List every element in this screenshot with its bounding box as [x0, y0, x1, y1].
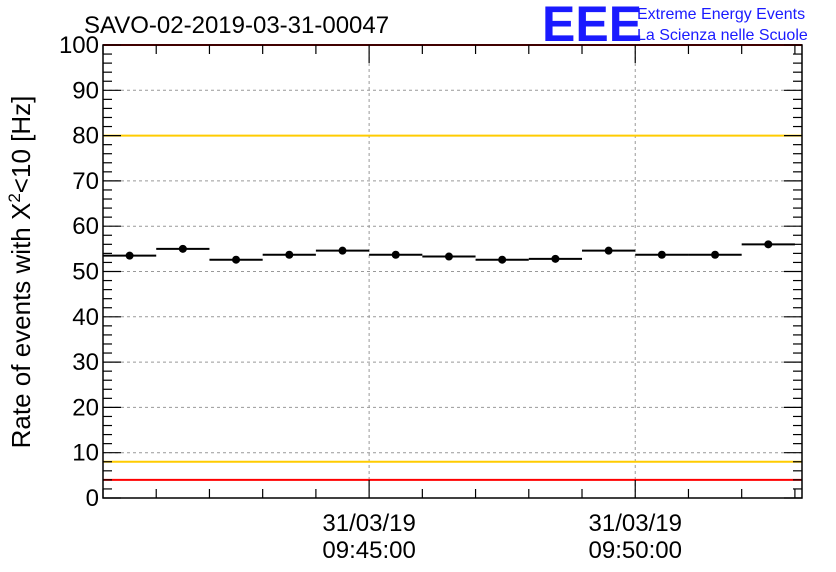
- data-point: [125, 251, 134, 260]
- y-tick-label: 50: [72, 259, 99, 286]
- data-point: [657, 250, 666, 259]
- data-point: [178, 244, 187, 253]
- x-tick-label-date: 31/03/19: [322, 510, 415, 537]
- y-tick-label: 70: [72, 168, 99, 195]
- y-axis-label: Rate of events with X2<10 [Hz]: [5, 96, 36, 449]
- data-point: [764, 240, 773, 249]
- data-point: [285, 250, 294, 259]
- x-tick-label-time: 09:45:00: [322, 537, 415, 564]
- y-tick-label: 100: [59, 32, 99, 59]
- data-point: [711, 250, 720, 259]
- y-tick-label: 10: [72, 440, 99, 467]
- y-tick-label: 60: [72, 213, 99, 240]
- data-point: [338, 246, 347, 255]
- y-axis-label-prefix: Rate of events with X: [6, 203, 36, 449]
- y-tick-label: 0: [86, 485, 99, 512]
- logo-line-1: Extreme Energy Events: [637, 6, 805, 23]
- data-point: [232, 255, 241, 264]
- eee-logo: EEE Extreme Energy Events La Scienza nel…: [542, 0, 808, 52]
- data-point: [391, 250, 400, 259]
- y-axis: 0 10 20 30 40 50 60 70 80 90 100: [59, 32, 802, 512]
- eee-logo-mark: EEE: [542, 0, 642, 52]
- grid: [103, 45, 802, 498]
- chart-title: SAVO-02-2019-03-31-00047: [84, 12, 389, 39]
- y-tick-label: 80: [72, 123, 99, 150]
- x-tick-label-time: 09:50:00: [589, 537, 682, 564]
- data-point: [498, 255, 507, 264]
- data-point: [551, 254, 560, 263]
- x-tick-label-date: 31/03/19: [589, 510, 682, 537]
- data-point: [604, 246, 613, 255]
- y-axis-label-suffix: <10 [Hz]: [6, 96, 36, 194]
- data-point: [444, 252, 453, 261]
- logo-line-2: La Scienza nelle Scuole: [637, 27, 808, 44]
- y-tick-label: 90: [72, 77, 99, 104]
- y-tick-label: 40: [72, 304, 99, 331]
- y-tick-label: 30: [72, 349, 99, 376]
- data-series: [103, 240, 795, 264]
- y-axis-label-superscript: 2: [5, 193, 24, 202]
- reference-lines: [103, 44, 802, 481]
- y-tick-label: 20: [72, 394, 99, 421]
